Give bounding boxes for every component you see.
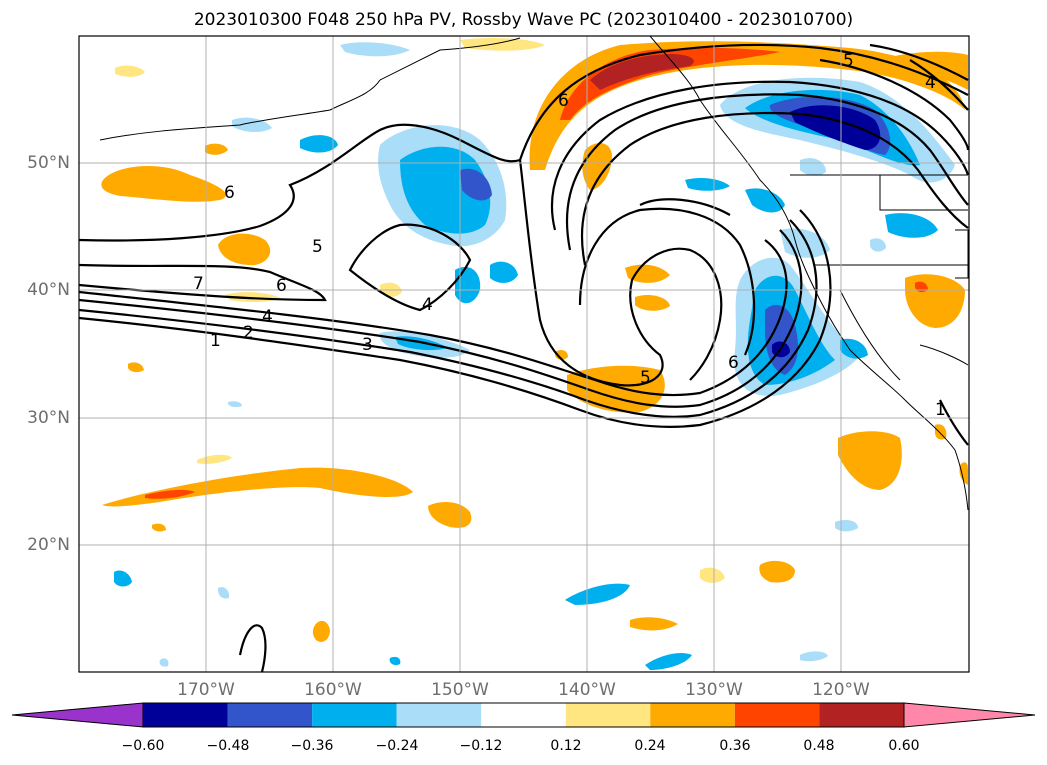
contour-label-6b: 6 — [224, 183, 235, 203]
colorbar-tick-label: −0.36 — [290, 738, 334, 754]
colorbar-segment — [481, 703, 566, 727]
lat-label-20n: 20°N — [27, 535, 70, 555]
contour-label-5b: 5 — [843, 51, 854, 71]
contour-label-6: 6 — [276, 276, 287, 296]
contour-label-6d: 6 — [728, 353, 739, 373]
negative-anomaly-shading — [114, 37, 955, 670]
lon-label-160w: 160°W — [304, 680, 362, 700]
contour-label-1: 1 — [210, 331, 221, 351]
contour-label-4: 4 — [262, 307, 273, 327]
colorbar-tick-label: −0.60 — [121, 738, 165, 754]
contour-label-3: 3 — [362, 335, 373, 355]
contour-label-4c: 4 — [925, 73, 936, 93]
contour-labels: 1 2 3 4 5 6 7 4 5 6 6 6 5 4 1 — [193, 51, 946, 420]
colorbar-segment — [396, 703, 482, 727]
lat-label-40n: 40°N — [27, 280, 70, 300]
colorbar-tick-label: 0.60 — [888, 738, 920, 754]
contour-label-5c: 5 — [640, 368, 651, 388]
contour-label-2: 2 — [243, 323, 254, 343]
lon-label-120w: 120°W — [812, 680, 870, 700]
map-frame — [78, 35, 970, 673]
colorbar-tick-label: 0.48 — [803, 738, 835, 754]
colorbar-segment — [312, 703, 397, 727]
colorbar-tick-label: −0.48 — [206, 738, 250, 754]
colorbar-segment — [650, 703, 735, 727]
colorbar — [11, 702, 1036, 728]
colorbar-extend-max — [903, 702, 1036, 728]
colorbar-tick-label: 0.36 — [719, 738, 751, 754]
colorbar-segment — [819, 703, 904, 727]
lon-label-150w: 150°W — [431, 680, 489, 700]
colorbar-segment — [565, 703, 651, 727]
pv-contours — [79, 43, 969, 672]
lon-label-170w: 170°W — [177, 680, 235, 700]
graticule — [79, 36, 969, 672]
lon-label-130w: 130°W — [685, 680, 743, 700]
colorbar-tick-label: 0.24 — [634, 738, 666, 754]
lat-label-50n: 50°N — [27, 153, 70, 173]
contour-label-7: 7 — [193, 274, 204, 294]
lon-label-140w: 140°W — [558, 680, 616, 700]
colorbar-segment — [227, 703, 313, 727]
colorbar-segment — [143, 703, 228, 727]
colorbar-segment — [734, 703, 820, 727]
colorbar-tick-label: −0.12 — [459, 738, 503, 754]
map-title: 2023010300 F048 250 hPa PV, Rossby Wave … — [193, 10, 854, 30]
colorbar-tick-label: −0.24 — [375, 738, 419, 754]
colorbar-extend-min — [11, 702, 144, 728]
contour-label-4b: 4 — [422, 295, 433, 315]
colorbar-tick-label: 0.12 — [550, 738, 582, 754]
contour-label-1b: 1 — [935, 400, 946, 420]
contour-label-6c: 6 — [558, 91, 569, 111]
contour-label-5: 5 — [312, 237, 323, 257]
positive-anomaly-shading — [101, 41, 968, 642]
lat-label-30n: 30°N — [27, 408, 70, 428]
